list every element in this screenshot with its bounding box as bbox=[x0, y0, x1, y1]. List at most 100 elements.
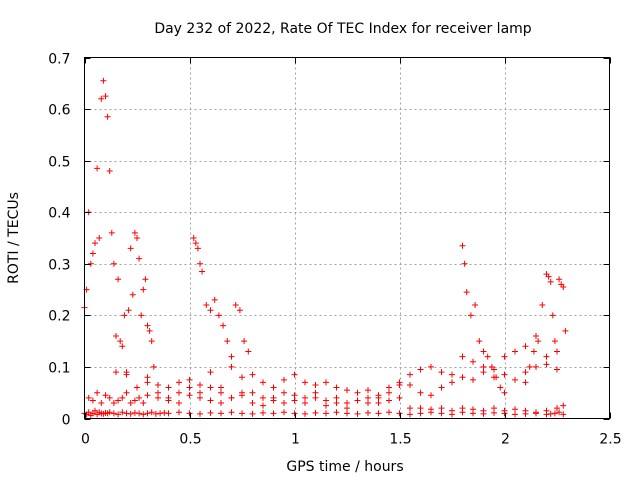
data-point bbox=[260, 394, 266, 401]
data-point bbox=[501, 371, 508, 378]
data-points bbox=[81, 77, 569, 419]
data-point bbox=[417, 366, 424, 373]
data-point bbox=[228, 353, 235, 360]
data-point bbox=[236, 307, 243, 314]
data-point bbox=[113, 369, 119, 376]
data-point bbox=[113, 332, 119, 339]
data-point bbox=[530, 348, 537, 355]
data-point bbox=[224, 338, 231, 345]
data-point bbox=[92, 407, 98, 414]
data-point bbox=[218, 400, 224, 407]
data-point bbox=[449, 379, 455, 386]
data-point bbox=[365, 387, 371, 394]
data-point bbox=[535, 338, 542, 345]
data-point bbox=[522, 407, 529, 414]
data-point bbox=[543, 353, 550, 360]
data-point bbox=[131, 229, 138, 236]
data-point bbox=[138, 312, 145, 319]
data-point bbox=[428, 406, 434, 413]
data-point bbox=[438, 384, 445, 391]
grid bbox=[84, 57, 610, 419]
data-point bbox=[161, 409, 168, 416]
data-point bbox=[85, 409, 92, 416]
data-point bbox=[186, 376, 193, 383]
data-point bbox=[323, 397, 329, 404]
data-point bbox=[207, 397, 214, 404]
data-point bbox=[110, 260, 117, 267]
data-point bbox=[539, 302, 546, 309]
data-point bbox=[270, 410, 277, 417]
data-point bbox=[281, 389, 287, 396]
data-point bbox=[121, 312, 128, 319]
data-point bbox=[140, 286, 147, 293]
data-point bbox=[144, 410, 151, 417]
data-point bbox=[512, 406, 518, 413]
data-point bbox=[312, 394, 319, 401]
data-point bbox=[472, 302, 479, 309]
data-point bbox=[106, 394, 113, 401]
data-point bbox=[110, 410, 117, 417]
data-point bbox=[428, 363, 434, 370]
data-point bbox=[302, 400, 308, 407]
data-point bbox=[119, 394, 126, 401]
data-point bbox=[459, 242, 466, 249]
x-tick-label: 2 bbox=[501, 432, 510, 448]
data-point bbox=[123, 371, 130, 378]
data-point bbox=[144, 322, 151, 329]
data-point bbox=[312, 409, 319, 416]
data-point bbox=[386, 409, 392, 416]
data-point bbox=[127, 400, 134, 407]
data-point bbox=[354, 410, 361, 417]
data-point bbox=[207, 307, 214, 314]
data-point bbox=[417, 410, 424, 417]
y-tick-label: 0.5 bbox=[48, 155, 70, 171]
data-point bbox=[119, 409, 126, 416]
data-point bbox=[157, 410, 164, 417]
data-point bbox=[125, 307, 132, 314]
y-tick-label: 0.4 bbox=[48, 206, 70, 222]
data-point bbox=[480, 348, 487, 355]
data-point bbox=[560, 411, 567, 418]
data-point bbox=[533, 409, 539, 416]
data-point bbox=[547, 278, 554, 285]
data-point bbox=[249, 400, 256, 407]
data-point bbox=[98, 95, 105, 102]
data-point bbox=[501, 407, 508, 414]
data-point bbox=[375, 400, 382, 407]
data-point bbox=[551, 410, 558, 417]
data-point bbox=[245, 348, 252, 355]
data-point bbox=[480, 363, 487, 370]
data-point bbox=[92, 240, 98, 247]
data-point bbox=[140, 411, 147, 418]
data-point bbox=[228, 363, 235, 370]
data-point bbox=[87, 260, 94, 267]
data-point bbox=[106, 409, 113, 416]
data-point bbox=[407, 405, 413, 412]
data-point bbox=[554, 366, 560, 373]
data-point bbox=[106, 167, 113, 174]
data-point bbox=[176, 389, 182, 396]
data-point bbox=[239, 410, 245, 417]
data-point bbox=[127, 410, 134, 417]
data-point bbox=[438, 410, 445, 417]
data-point bbox=[560, 402, 567, 409]
data-point bbox=[199, 268, 206, 275]
data-point bbox=[218, 389, 224, 396]
data-point bbox=[239, 389, 245, 396]
data-point bbox=[476, 338, 483, 345]
x-tick-label: 0 bbox=[81, 432, 90, 448]
data-point bbox=[396, 379, 403, 386]
data-point bbox=[344, 400, 350, 407]
data-point bbox=[491, 366, 497, 373]
data-point bbox=[176, 379, 182, 386]
data-point bbox=[323, 410, 329, 417]
data-point bbox=[291, 397, 298, 404]
data-point bbox=[491, 374, 497, 381]
data-point bbox=[192, 240, 199, 247]
data-point bbox=[417, 405, 424, 412]
data-point bbox=[554, 348, 560, 355]
data-point bbox=[176, 409, 182, 416]
x-tick-label: 1 bbox=[291, 432, 300, 448]
data-point bbox=[142, 276, 149, 283]
